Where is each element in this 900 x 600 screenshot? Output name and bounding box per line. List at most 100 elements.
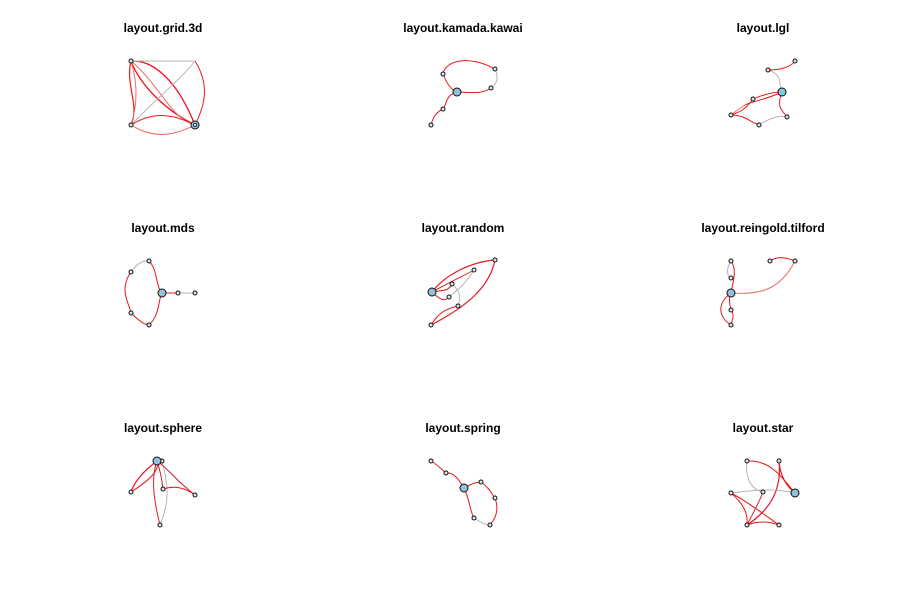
edge [430, 460, 447, 474]
hub-node [777, 87, 787, 97]
edge [430, 305, 459, 326]
edge [456, 87, 492, 94]
node [784, 114, 790, 120]
node [192, 492, 198, 498]
edge [430, 108, 444, 126]
edge [130, 260, 150, 273]
node [478, 479, 484, 485]
node [744, 458, 750, 464]
panel-title: layout.spring [425, 421, 500, 435]
edge [430, 259, 496, 326]
panel-title: layout.kamada.kawai [403, 21, 522, 35]
node [776, 522, 782, 528]
hub-node [157, 288, 167, 298]
edge [473, 517, 491, 526]
edge [730, 114, 760, 126]
node [750, 96, 756, 102]
node [728, 112, 734, 118]
edge [130, 312, 150, 326]
edge [490, 68, 498, 89]
node [471, 515, 477, 521]
node [756, 122, 762, 128]
edge [130, 60, 196, 126]
panel-lgl: layout.lgl [728, 21, 798, 128]
edge [130, 115, 196, 126]
edge [431, 259, 496, 293]
node [192, 123, 197, 128]
edge [758, 115, 788, 126]
edge [159, 460, 168, 526]
node [744, 522, 750, 528]
node [728, 258, 734, 264]
edge [720, 292, 732, 326]
node [760, 489, 766, 495]
panel-sphere: layout.sphere [124, 421, 202, 528]
node [765, 67, 771, 73]
node [440, 71, 446, 77]
edge [489, 497, 498, 526]
edge [730, 260, 796, 294]
edge [744, 91, 783, 106]
edge [124, 271, 132, 314]
edge [463, 487, 475, 519]
node [792, 258, 798, 264]
node [440, 106, 446, 112]
node [160, 486, 166, 492]
edge [746, 460, 781, 526]
node [157, 522, 163, 528]
node [192, 290, 198, 296]
node [128, 269, 134, 275]
panel-star: layout.star [728, 421, 800, 528]
edge [130, 124, 196, 135]
edge [767, 60, 796, 71]
node [767, 258, 773, 264]
node [728, 307, 734, 313]
node [728, 275, 734, 281]
panel-mds: layout.mds [124, 221, 198, 328]
node [792, 58, 798, 64]
panel-random: layout.random [422, 221, 504, 328]
node [146, 258, 152, 264]
node [776, 458, 782, 464]
node [175, 290, 181, 296]
node [492, 495, 498, 501]
node [128, 122, 134, 128]
edge [480, 481, 496, 499]
hub-node [452, 87, 462, 97]
panel-title: layout.sphere [124, 421, 202, 435]
node [488, 85, 494, 91]
edge [746, 521, 780, 526]
edge [153, 460, 161, 526]
node [128, 58, 134, 64]
node [146, 322, 152, 328]
edge [130, 60, 137, 126]
node [492, 66, 498, 72]
hub-node [459, 483, 469, 493]
node [728, 490, 734, 496]
node [428, 122, 434, 128]
node [428, 458, 434, 464]
node [471, 267, 477, 273]
hub-node [726, 288, 736, 298]
node [128, 310, 134, 316]
hub-node [152, 456, 162, 466]
panel-grid-3d: layout.grid.3d [124, 21, 205, 135]
node [455, 303, 461, 309]
edge [162, 486, 196, 496]
edge [431, 269, 475, 293]
node [128, 489, 134, 495]
node [487, 522, 493, 528]
panel-reingold-tilford: layout.reingold.tilford [701, 221, 825, 328]
panel-title: layout.mds [131, 221, 195, 235]
panel-title: layout.grid.3d [124, 21, 203, 35]
hub-node [427, 287, 437, 297]
edge [148, 260, 163, 294]
edge [746, 460, 796, 494]
panel-title: layout.star [733, 421, 794, 435]
edge [451, 283, 461, 307]
edge [194, 60, 205, 126]
panel-title: layout.reingold.tilford [701, 221, 824, 235]
edge [746, 460, 764, 493]
